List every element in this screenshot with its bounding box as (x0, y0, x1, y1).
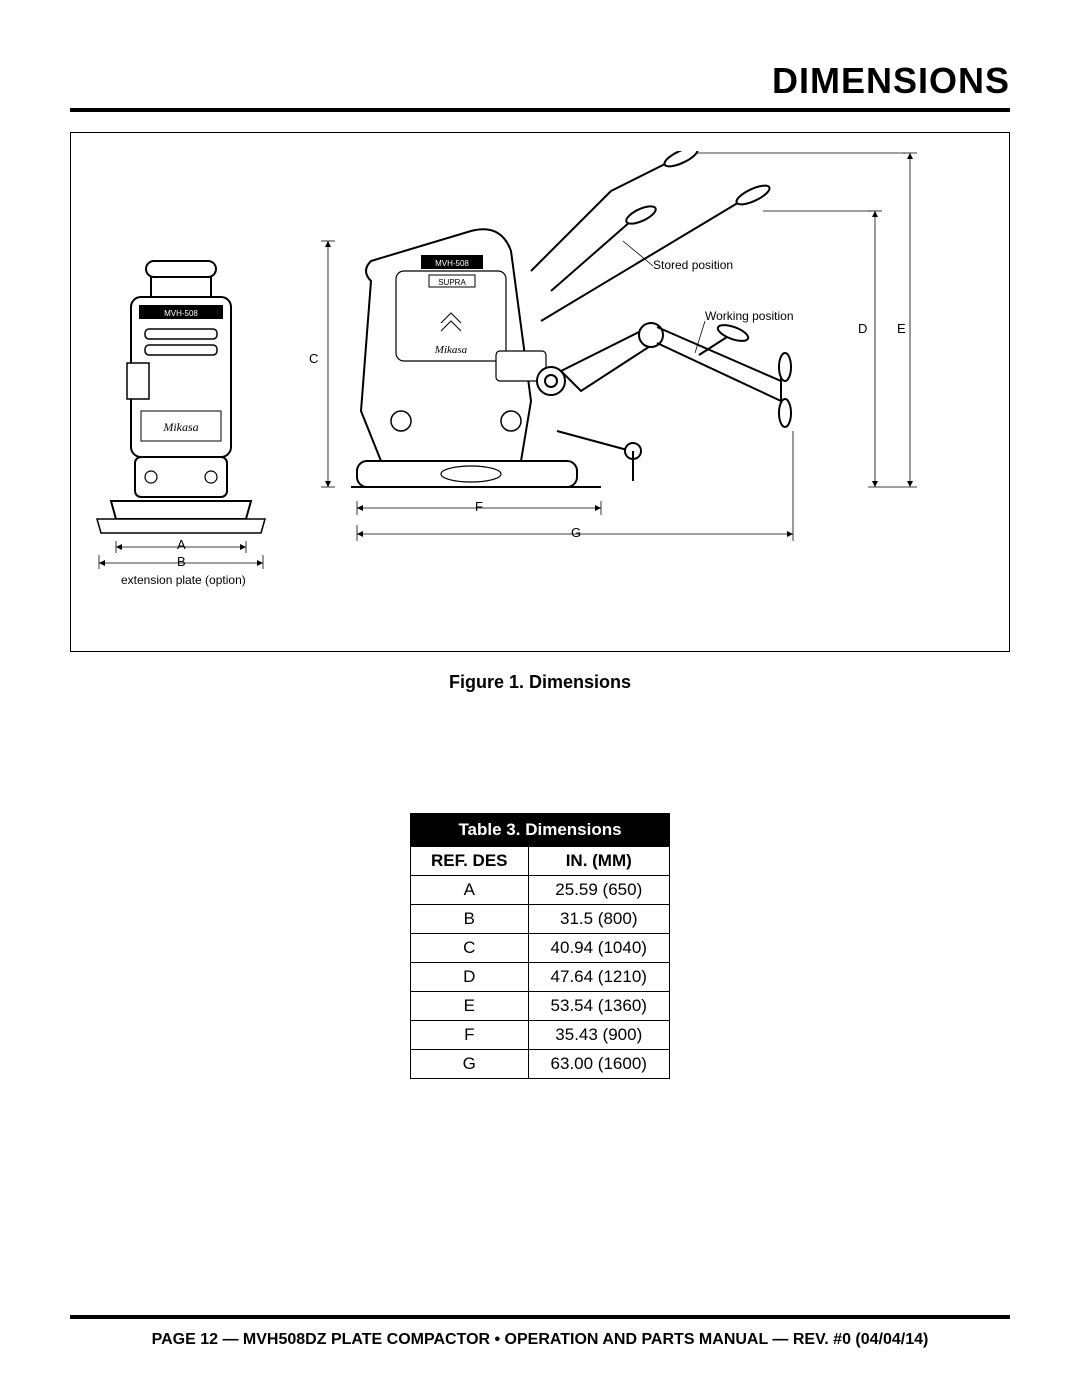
svg-text:Mikasa: Mikasa (434, 344, 468, 356)
cell-val: 35.43 (900) (528, 1021, 669, 1050)
table-row: D47.64 (1210) (411, 963, 670, 992)
table-col-val: IN. (MM) (528, 847, 669, 876)
dim-label-c: C (309, 351, 318, 366)
table-title: Table 3. Dimensions (411, 814, 670, 847)
dimensions-diagram: MVH-508 Mikasa (70, 132, 1010, 652)
figure-caption: Figure 1. Dimensions (70, 672, 1010, 693)
table-row: C40.94 (1040) (411, 934, 670, 963)
cell-val: 63.00 (1600) (528, 1050, 669, 1079)
svg-text:MVH-508: MVH-508 (164, 309, 198, 318)
cell-ref: E (411, 992, 529, 1021)
page-title: DIMENSIONS (70, 60, 1010, 102)
dim-label-b: B (177, 554, 186, 569)
cell-ref: F (411, 1021, 529, 1050)
dimensions-table: Table 3. Dimensions REF. DES IN. (MM) A2… (410, 813, 670, 1079)
cell-val: 47.64 (1210) (528, 963, 669, 992)
svg-text:SUPRA: SUPRA (438, 278, 466, 287)
side-view: MVH-508 SUPRA Mikasa (301, 151, 901, 591)
svg-text:MVH-508: MVH-508 (435, 259, 469, 268)
cell-ref: D (411, 963, 529, 992)
stored-position-label: Stored position (653, 258, 733, 272)
cell-ref: A (411, 876, 529, 905)
working-position-label: Working position (705, 309, 794, 323)
cell-val: 53.54 (1360) (528, 992, 669, 1021)
dim-label-g: G (571, 525, 581, 540)
dim-label-f: F (475, 499, 483, 514)
cell-val: 31.5 (800) (528, 905, 669, 934)
cell-val: 40.94 (1040) (528, 934, 669, 963)
front-view: MVH-508 Mikasa (91, 251, 271, 591)
cell-ref: B (411, 905, 529, 934)
table-row: F35.43 (900) (411, 1021, 670, 1050)
dim-label-a: A (177, 537, 186, 552)
cell-ref: C (411, 934, 529, 963)
table-col-ref: REF. DES (411, 847, 529, 876)
table-row: G63.00 (1600) (411, 1050, 670, 1079)
page-footer: PAGE 12 — MVH508DZ PLATE COMPACTOR • OPE… (70, 1331, 1010, 1349)
table-row: B31.5 (800) (411, 905, 670, 934)
dim-label-e: E (897, 321, 906, 336)
svg-text:Mikasa: Mikasa (162, 420, 198, 434)
footer-rule (70, 1315, 1010, 1319)
cell-val: 25.59 (650) (528, 876, 669, 905)
ext-plate-label: extension plate (option) (121, 573, 246, 587)
cell-ref: G (411, 1050, 529, 1079)
table-row: A25.59 (650) (411, 876, 670, 905)
dim-label-d: D (858, 321, 867, 336)
table-row: E53.54 (1360) (411, 992, 670, 1021)
title-rule (70, 108, 1010, 112)
